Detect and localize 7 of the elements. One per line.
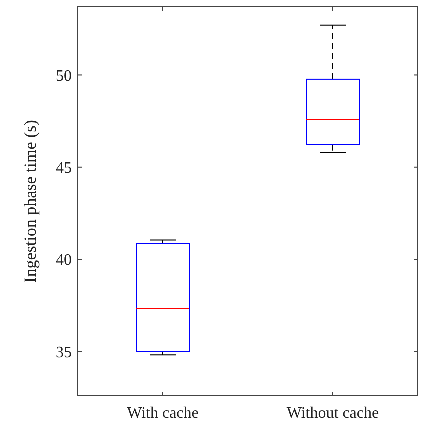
x-tick-label: Without cache bbox=[286, 405, 380, 422]
y-tick-label: 45 bbox=[56, 160, 72, 177]
y-tick-label: 35 bbox=[56, 344, 72, 362]
y-axis-title: Ingestion phase time (s) bbox=[21, 120, 40, 283]
y-tick-label: 50 bbox=[56, 68, 72, 85]
y-tick-label: 40 bbox=[56, 252, 72, 270]
x-tick-label: With cache bbox=[127, 405, 199, 422]
